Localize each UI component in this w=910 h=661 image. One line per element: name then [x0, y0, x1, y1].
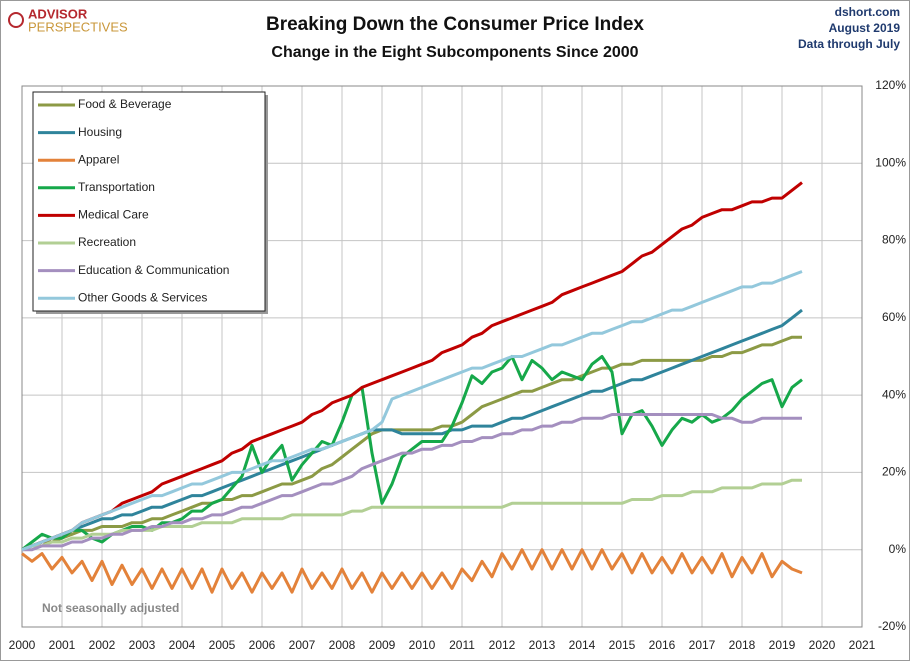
y-tick-label: 0% — [889, 542, 907, 556]
x-tick-label: 2017 — [689, 638, 716, 652]
x-tick-label: 2015 — [609, 638, 636, 652]
y-tick-label: 60% — [882, 310, 906, 324]
series-line — [21, 478, 802, 552]
x-tick-label: 2003 — [129, 638, 156, 652]
y-tick-label: 120% — [875, 78, 906, 92]
legend-label: Medical Care — [78, 208, 149, 222]
series-line — [21, 308, 803, 552]
series-line — [21, 548, 803, 594]
x-tick-label: 2008 — [329, 638, 356, 652]
logo: ADVISOR PERSPECTIVES — [8, 6, 128, 34]
y-tick-label: -20% — [878, 619, 906, 633]
legend-label: Food & Beverage — [78, 97, 172, 111]
source: Data through July — [798, 37, 900, 51]
x-tick-label: 2000 — [9, 638, 36, 652]
source: August 2019 — [829, 21, 901, 35]
x-tick-label: 2007 — [289, 638, 316, 652]
legend-label: Transportation — [78, 180, 155, 194]
legend-box — [32, 91, 266, 312]
x-tick-label: 2014 — [569, 638, 596, 652]
x-tick-label: 2019 — [769, 638, 796, 652]
x-tick-label: 2006 — [249, 638, 276, 652]
logo-line1: ADVISOR — [28, 6, 88, 21]
x-tick-label: 2020 — [809, 638, 836, 652]
chart-subtitle: Change in the Eight Subcomponents Since … — [271, 44, 638, 61]
x-tick-label: 2013 — [529, 638, 556, 652]
series-line — [21, 335, 802, 552]
logo-line2: PERSPECTIVES — [28, 19, 128, 34]
legend-label: Apparel — [78, 152, 119, 166]
legend: Food & Beverage Housing Apparel Transportat… — [32, 91, 268, 314]
legend-label: Recreation — [78, 235, 136, 249]
plot-border — [21, 85, 863, 628]
legend-label: Housing — [78, 125, 122, 139]
logo-icon — [8, 12, 24, 28]
y-tick-label: 40% — [882, 387, 906, 401]
series-line — [21, 270, 803, 552]
legend-label: Education & Communication — [78, 263, 229, 277]
x-tick-label: 2005 — [209, 638, 236, 652]
x-tick-label: 2002 — [89, 638, 116, 652]
chart-title: Breaking Down the Consumer Price Index — [266, 14, 644, 35]
x-tick-label: 2004 — [169, 638, 196, 652]
source: dshort.com — [835, 5, 900, 19]
series-line — [21, 181, 803, 552]
x-tick-label: 2009 — [369, 638, 396, 652]
x-tick-label: 2010 — [409, 638, 436, 652]
x-tick-label: 2011 — [449, 638, 475, 652]
x-tick-label: 2018 — [729, 638, 756, 652]
y-tick-label: 20% — [882, 465, 906, 479]
series-line — [22, 413, 802, 552]
annotation: Not seasonally adjusted — [42, 601, 179, 615]
x-tick-label: 2012 — [489, 638, 516, 652]
x-tick-label: 2016 — [649, 638, 676, 652]
x-tick-label: 2001 — [49, 638, 76, 652]
y-tick-label: 100% — [875, 155, 906, 169]
x-tick-label: 2021 — [849, 638, 876, 652]
y-tick-label: 80% — [882, 233, 906, 247]
legend-label: Other Goods & Services — [78, 290, 207, 304]
